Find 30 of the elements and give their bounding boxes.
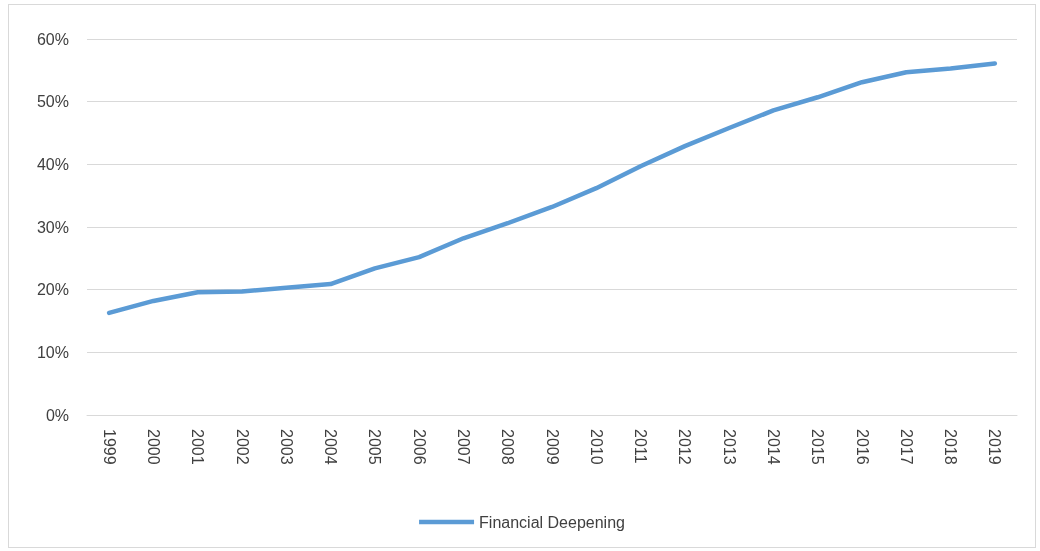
x-tick-label: 1999 (100, 429, 118, 465)
line-series (106, 61, 998, 316)
x-tick-label: 2012 (676, 429, 694, 465)
x-tick-label: 2018 (942, 429, 960, 465)
x-tick-label: 2015 (809, 429, 827, 465)
x-tick-label: 2006 (410, 429, 428, 465)
legend-label: Financial Deepening (479, 513, 625, 531)
x-tick-label: 2016 (853, 429, 871, 465)
x-tick-label: 2008 (499, 429, 517, 465)
y-tick-label: 60% (36, 30, 69, 48)
x-tick-label: 2014 (764, 429, 782, 465)
y-tick-label: 30% (36, 218, 69, 236)
y-tick-label: 0% (45, 406, 69, 424)
x-tick-label: 2003 (277, 429, 295, 465)
x-tick-label: 2001 (189, 429, 207, 465)
x-tick-label: 2002 (233, 429, 251, 465)
y-tick-label: 10% (36, 343, 69, 361)
x-tick-label: 2004 (322, 429, 340, 465)
x-tick-label: 2011 (632, 429, 650, 464)
x-tick-label: 2013 (720, 429, 738, 465)
y-tick-label: 50% (36, 93, 69, 111)
x-tick-label: 2010 (587, 429, 605, 465)
x-tick-label: 2019 (986, 429, 1004, 465)
y-tick-label: 40% (36, 155, 69, 173)
x-tick-label: 2017 (897, 429, 915, 465)
x-tick-label: 2007 (454, 429, 472, 465)
x-tick-label: 2000 (144, 429, 162, 465)
x-tick-label: 2005 (366, 429, 384, 465)
x-tick-label: 2009 (543, 429, 561, 465)
y-tick-label: 20% (36, 281, 69, 299)
